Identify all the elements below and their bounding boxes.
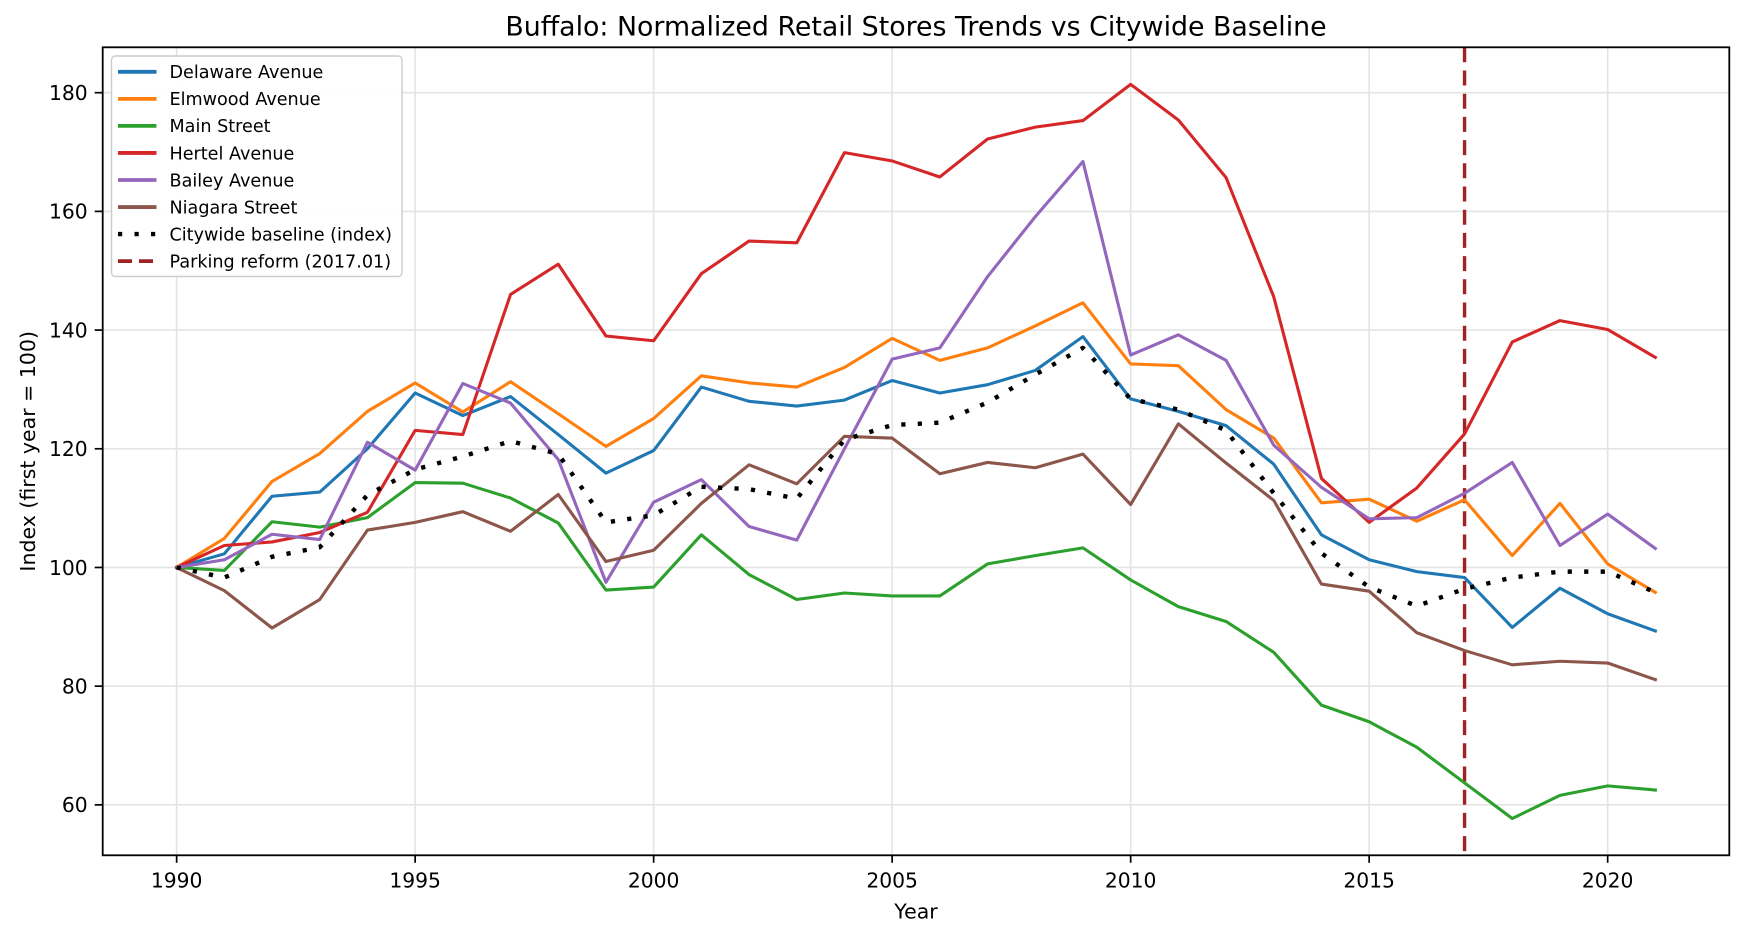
series-line-elmwood-avenue	[174, 301, 1658, 595]
x-tick-label: 2020	[1582, 869, 1634, 893]
legend-label: Citywide baseline (index)	[170, 225, 393, 245]
legend-label: Parking reform (2017.01)	[170, 252, 392, 272]
x-axis-label: Year	[893, 899, 938, 923]
y-tick-label: 100	[49, 556, 88, 580]
y-axis-label: Index (first year = 100)	[16, 331, 40, 572]
x-tick-label: 1995	[389, 869, 441, 893]
axes-spines	[101, 46, 1731, 857]
y-tick-label: 80	[62, 674, 88, 698]
series-line-hertel-avenue	[174, 82, 1658, 570]
x-tick-label: 2010	[1105, 869, 1157, 893]
x-tick-label: 2005	[866, 869, 918, 893]
series-line-citywide-baseline-index-	[176, 345, 1657, 609]
x-tick-label: 2015	[1343, 869, 1395, 893]
legend-label: Main Street	[170, 117, 271, 137]
y-tick-label: 140	[49, 318, 88, 342]
series-line-delaware-avenue	[174, 335, 1658, 633]
series-line-bailey-avenue	[174, 159, 1658, 584]
legend-label: Bailey Avenue	[170, 171, 295, 191]
legend-label: Elmwood Avenue	[170, 90, 321, 110]
x-tick-label: 2000	[628, 869, 680, 893]
y-tick-label: 120	[49, 437, 88, 461]
chart-title: Buffalo: Normalized Retail Stores Trends…	[505, 12, 1326, 43]
series-line-main-street	[174, 481, 1658, 821]
series-line-niagara-street	[174, 422, 1658, 682]
legend-box	[110, 55, 403, 278]
legend-label: Hertel Avenue	[170, 144, 295, 164]
x-tick-label: 1990	[151, 869, 203, 893]
legend-label: Delaware Avenue	[170, 63, 324, 83]
y-tick-label: 180	[49, 81, 88, 105]
legend-label: Niagara Street	[170, 198, 298, 218]
y-tick-label: 60	[62, 793, 88, 817]
y-tick-label: 160	[49, 200, 88, 224]
